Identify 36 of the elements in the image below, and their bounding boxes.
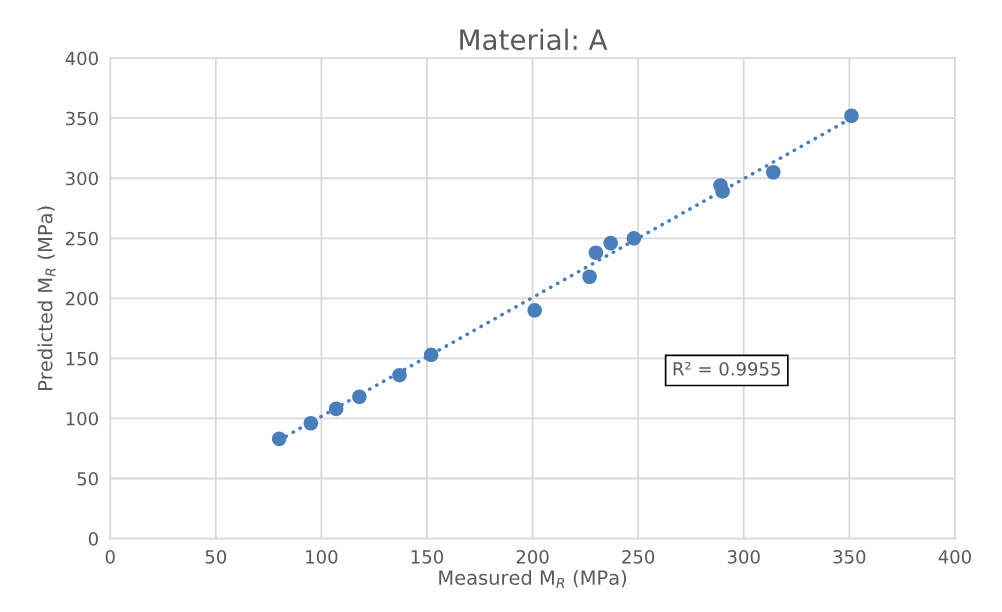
- point: [766, 164, 781, 180]
- y-tick-label: 300: [66, 171, 98, 186]
- y-tick-label: 200: [65, 291, 98, 306]
- x-axis-title: Measured M$_{R}$ (MPa): [439, 569, 627, 588]
- point: [582, 269, 597, 285]
- point: [392, 367, 407, 383]
- point: [328, 401, 344, 417]
- x-tick-label: 300: [727, 549, 760, 564]
- y-tick-label: 100: [66, 411, 98, 426]
- point: [603, 235, 618, 251]
- x-tick-label: 0: [105, 549, 115, 564]
- y-tick-label: 150: [66, 351, 98, 366]
- y-tick-label: 0: [88, 532, 98, 546]
- point: [303, 415, 319, 431]
- point: [588, 245, 604, 260]
- point: [271, 431, 287, 447]
- y-tick-label: 250: [65, 231, 98, 246]
- x-tick-label: 400: [938, 549, 971, 564]
- y-tick-label: 400: [65, 51, 98, 66]
- x-tick-label: 100: [306, 549, 338, 564]
- x-tick-label: 50: [205, 549, 227, 564]
- x-tick-label: 250: [622, 549, 655, 564]
- point: [715, 184, 730, 199]
- point: [527, 303, 542, 318]
- x-tick-label: 150: [411, 549, 444, 564]
- point: [423, 347, 439, 363]
- chart-title: Material: A: [460, 28, 608, 51]
- x-tick-label: 350: [833, 549, 866, 564]
- point: [352, 389, 367, 405]
- y-axis-title: Predicted M$_{R}$ (MPa): [37, 206, 56, 390]
- annotation: R² = 0.9955: [673, 361, 780, 376]
- x-tick-label: 200: [516, 549, 549, 564]
- y-tick-label: 350: [66, 111, 98, 126]
- y-tick-label: 50: [77, 471, 98, 486]
- point: [626, 231, 642, 246]
- point: [844, 108, 859, 124]
